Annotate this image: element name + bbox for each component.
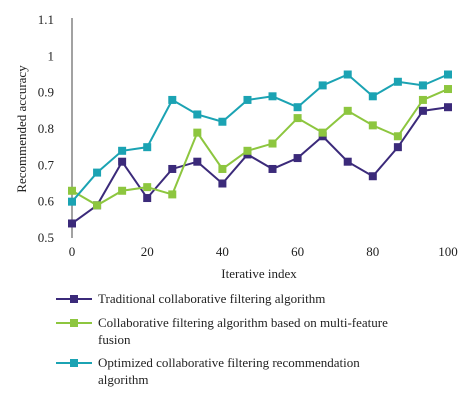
data-point	[118, 157, 127, 166]
data-point	[68, 186, 76, 195]
data-point	[368, 172, 377, 181]
data-point	[168, 95, 177, 104]
data-point	[418, 95, 427, 104]
y-axis-label: Recommended accuracy	[14, 65, 29, 193]
data-point	[293, 114, 302, 123]
data-point	[368, 92, 377, 101]
legend-swatch	[56, 290, 92, 308]
data-point	[168, 190, 177, 199]
y-tick-label: 1	[48, 48, 55, 63]
legend-swatch	[56, 314, 92, 332]
data-point	[218, 117, 227, 126]
legend-label: Traditional collaborative filtering algo…	[98, 291, 326, 306]
data-point	[393, 143, 402, 152]
data-point	[418, 81, 427, 90]
data-point	[243, 146, 252, 155]
legend-item-3: Optimized collaborative filtering recomm…	[56, 354, 398, 388]
data-point	[418, 106, 427, 115]
y-axis-ticks: 0.5 0.6 0.7 0.8 0.9 1 1.1	[38, 12, 55, 245]
data-point	[218, 164, 227, 173]
data-point	[318, 81, 327, 90]
x-axis-ticks: 0 20 40 60 80 100	[69, 244, 458, 259]
y-tick-label: 0.7	[38, 157, 55, 172]
legend-swatch	[56, 354, 92, 372]
data-point	[118, 186, 127, 195]
data-point	[393, 132, 402, 141]
data-point	[143, 183, 152, 192]
data-point	[444, 103, 452, 112]
y-tick-label: 0.6	[38, 194, 55, 209]
data-point	[444, 85, 452, 94]
x-axis-label: Iterative index	[221, 266, 297, 281]
x-tick-label: 60	[291, 244, 304, 259]
data-point	[193, 157, 202, 166]
y-tick-label: 0.9	[38, 85, 54, 100]
series-2	[68, 85, 452, 210]
line-chart: 0.5 0.6 0.7 0.8 0.9 1 1.1 0 20 40 60 80 100 Iterati…	[14, 12, 458, 281]
chart-legend: Traditional collaborative filtering algo…	[56, 290, 398, 394]
data-point	[268, 139, 277, 148]
y-tick-label: 0.5	[38, 230, 54, 245]
data-point	[218, 179, 227, 188]
y-tick-label: 1.1	[38, 12, 54, 27]
data-point	[293, 103, 302, 112]
data-point	[318, 128, 327, 137]
x-tick-label: 0	[69, 244, 76, 259]
legend-item-1: Traditional collaborative filtering algo…	[56, 290, 398, 308]
data-point	[143, 143, 152, 152]
data-point	[68, 219, 76, 228]
data-point	[268, 92, 277, 101]
x-tick-label: 80	[366, 244, 379, 259]
data-point	[444, 70, 452, 79]
chart-series	[68, 70, 452, 228]
legend-item-2: Collaborative filtering algorithm based …	[56, 314, 398, 348]
data-point	[243, 95, 252, 104]
legend-label: Collaborative filtering algorithm based …	[98, 315, 388, 347]
legend-label: Optimized collaborative filtering recomm…	[98, 355, 360, 387]
data-point	[343, 70, 352, 79]
data-point	[168, 164, 177, 173]
data-point	[393, 77, 402, 86]
series-1	[68, 103, 452, 228]
data-point	[93, 201, 102, 210]
x-tick-label: 100	[438, 244, 458, 259]
data-point	[193, 110, 202, 119]
data-point	[193, 128, 202, 137]
data-point	[368, 121, 377, 130]
data-point	[68, 197, 76, 206]
data-point	[343, 106, 352, 115]
x-tick-label: 40	[216, 244, 229, 259]
data-point	[118, 146, 127, 155]
data-point	[93, 168, 102, 177]
series-line	[71, 106, 449, 225]
series-line	[71, 73, 449, 203]
y-tick-label: 0.8	[38, 121, 54, 136]
series-line	[71, 88, 449, 207]
data-point	[143, 194, 152, 203]
x-tick-label: 20	[141, 244, 154, 259]
data-point	[268, 164, 277, 173]
data-point	[293, 154, 302, 163]
data-point	[343, 157, 352, 166]
series-3	[68, 70, 452, 206]
